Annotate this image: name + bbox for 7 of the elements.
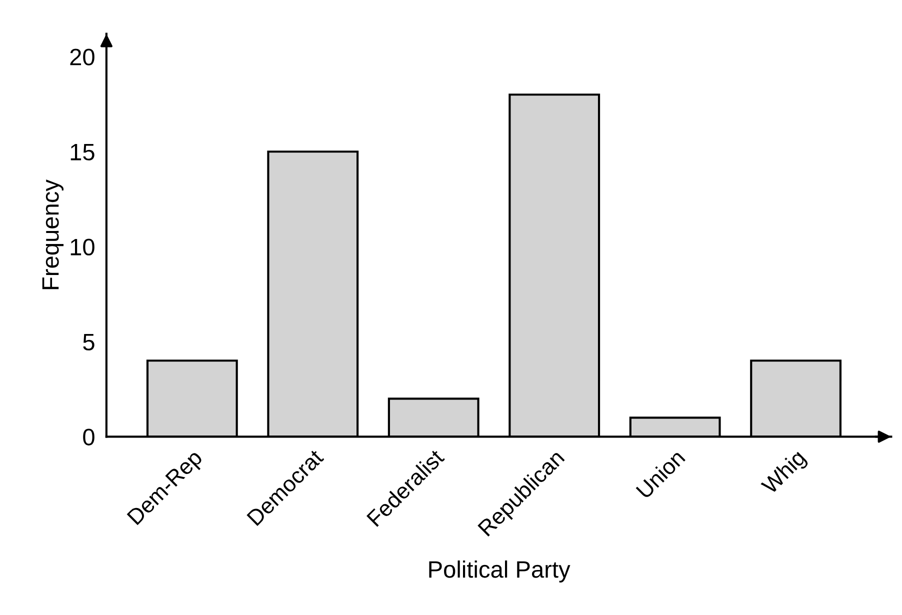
y-tick-label: 0 — [83, 428, 94, 446]
y-tick-label: 5 — [83, 334, 94, 350]
y-tick-label: 15 — [70, 144, 94, 160]
y-tick-label: 20 — [70, 48, 94, 66]
y-axis-title: Frequency — [42, 180, 64, 290]
x-axis-title: Political Party — [429, 560, 570, 582]
y-tick-label: 10 — [70, 238, 94, 256]
